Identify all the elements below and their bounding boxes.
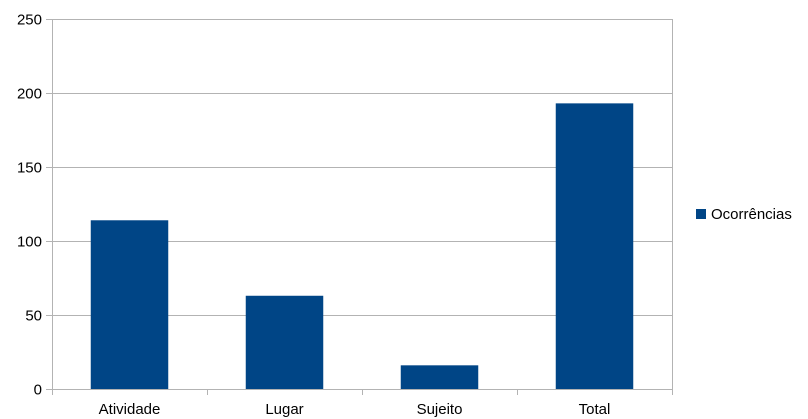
x-tick-labels: Atividade Lugar Sujeito Total <box>99 401 611 418</box>
legend-swatch <box>696 209 706 219</box>
y-tick-label: 200 <box>17 86 42 103</box>
y-tick-label: 100 <box>17 234 42 251</box>
y-tick-label: 250 <box>17 12 42 29</box>
bar-lugar <box>245 295 324 389</box>
y-tick-label: 0 <box>34 382 42 399</box>
x-tick-label: Lugar <box>265 401 303 418</box>
bar-sujeito <box>400 365 479 389</box>
x-tick-label: Total <box>579 401 611 418</box>
x-tick-label: Sujeito <box>417 401 463 418</box>
axes <box>46 19 673 395</box>
bar-atividade <box>90 220 169 389</box>
y-tick-label: 50 <box>25 308 42 325</box>
x-tick-label: Atividade <box>99 401 161 418</box>
legend: Ocorrências <box>696 206 792 223</box>
bars <box>90 103 634 390</box>
legend-label: Ocorrências <box>711 206 792 223</box>
y-tick-labels: 0 50 100 150 200 250 <box>17 12 42 399</box>
bar-total <box>555 103 634 390</box>
y-tick-label: 150 <box>17 160 42 177</box>
